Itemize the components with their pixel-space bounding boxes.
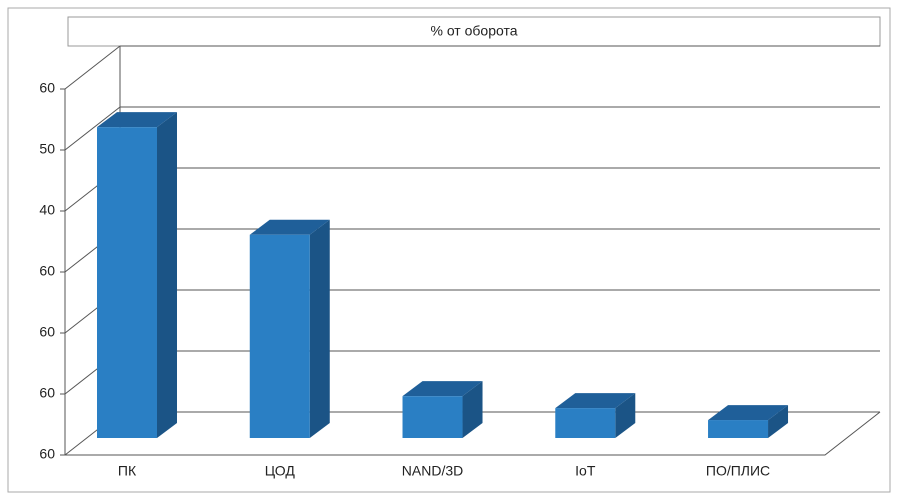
y-tick-label: 60 xyxy=(39,446,55,462)
floor xyxy=(65,411,881,456)
y-tick-label: 40 xyxy=(39,202,55,218)
bar-top xyxy=(555,393,636,409)
bar-top xyxy=(402,381,483,397)
grid-diagonal xyxy=(64,106,121,151)
bar xyxy=(97,127,157,439)
bar-top xyxy=(249,219,330,235)
y-tick-label: 60 xyxy=(39,385,55,401)
bar-top xyxy=(708,405,789,421)
x-tick-label: NAND/3D xyxy=(402,463,463,479)
bar-top xyxy=(97,112,177,128)
y-tick-label: 60 xyxy=(39,263,55,279)
bar-side xyxy=(462,381,483,438)
bar-side xyxy=(309,219,330,438)
y-tick-label: 50 xyxy=(39,141,55,157)
grid-diagonal xyxy=(64,45,121,90)
x-tick-label: ПК xyxy=(118,463,137,479)
x-tick-label: ПО/ПЛИС xyxy=(706,463,770,479)
bar-side xyxy=(157,112,177,439)
x-tick-label: IoT xyxy=(575,463,596,479)
bar xyxy=(249,234,310,438)
y-tick-label: 60 xyxy=(39,80,55,96)
bar xyxy=(555,408,616,438)
bar xyxy=(708,420,769,438)
chart-title: % от оборота xyxy=(430,23,517,39)
title-box xyxy=(67,16,881,47)
x-tick-label: ЦОД xyxy=(265,463,296,479)
bar-side xyxy=(768,405,789,438)
bar xyxy=(402,396,463,438)
bar-side xyxy=(615,393,636,438)
y-tick-label: 60 xyxy=(39,324,55,340)
